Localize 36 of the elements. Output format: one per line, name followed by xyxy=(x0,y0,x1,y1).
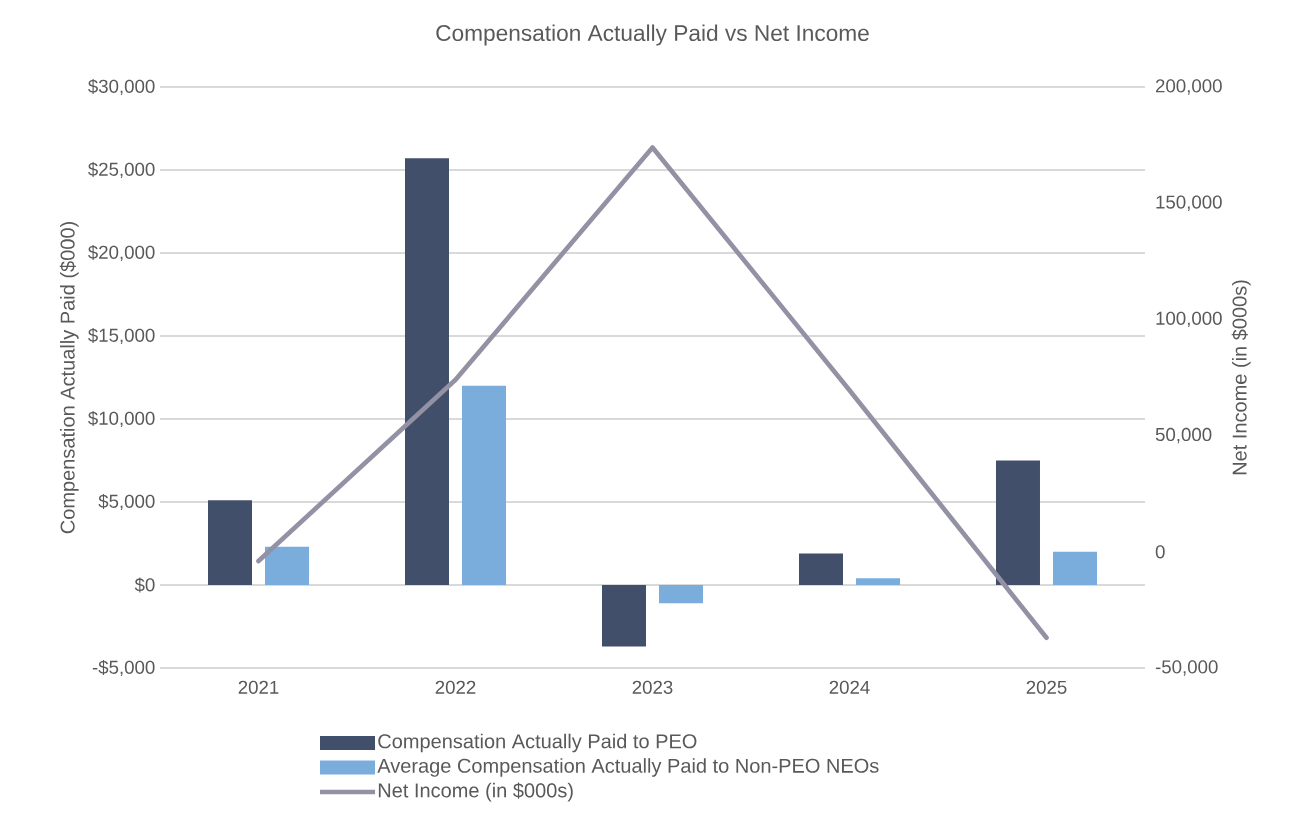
y-tick-label: -$5,000 xyxy=(92,659,155,677)
legend-label: Average Compensation Actually Paid to Non-PEO NEOs xyxy=(377,758,879,777)
x-tick-label: 2022 xyxy=(435,680,476,694)
y2-tick-label: 150,000 xyxy=(1156,195,1222,211)
bar xyxy=(995,460,1040,585)
y2-tick-label: 100,000 xyxy=(1156,311,1222,328)
x-tick-label: 2023 xyxy=(632,680,673,694)
line-series xyxy=(256,145,1049,641)
bar xyxy=(405,158,449,585)
x-tick-label: 2024 xyxy=(829,680,870,694)
y-tick-label: $30,000 xyxy=(88,78,155,96)
y-tick-label: $0 xyxy=(134,577,155,593)
y-tick-label: $25,000 xyxy=(88,161,155,179)
y2-axis-title: Net Income (in $000s) xyxy=(1231,280,1251,475)
bar xyxy=(659,584,704,604)
x-tick-label: 2021 xyxy=(238,680,279,694)
bar xyxy=(799,553,843,585)
y2-tick-label: -50,000 xyxy=(1155,660,1218,676)
bar xyxy=(1053,551,1098,585)
bar xyxy=(856,578,901,585)
y2-tick-label: 50,000 xyxy=(1155,427,1212,444)
legend-label: Net Income (in $000s) xyxy=(378,782,573,802)
chart-title: Compensation Actually Paid vs Net Income xyxy=(436,24,869,46)
bar xyxy=(265,546,310,585)
legend-label: Compensation Actually Paid to PEO xyxy=(378,733,697,753)
y-tick-label: $10,000 xyxy=(88,410,155,428)
y-tick-label: $20,000 xyxy=(88,244,155,262)
y2-tick-label: 200,000 xyxy=(1155,79,1222,95)
x-tick-label: 2025 xyxy=(1026,680,1067,694)
y-axis-title: Compensation Actually Paid ($000) xyxy=(59,222,79,534)
y-tick-label: $15,000 xyxy=(88,327,155,345)
bar xyxy=(602,584,646,647)
y2-tick-label: 0 xyxy=(1155,545,1165,559)
y-tick-label: $5,000 xyxy=(98,493,155,511)
bar xyxy=(208,500,252,585)
bar xyxy=(462,385,507,585)
